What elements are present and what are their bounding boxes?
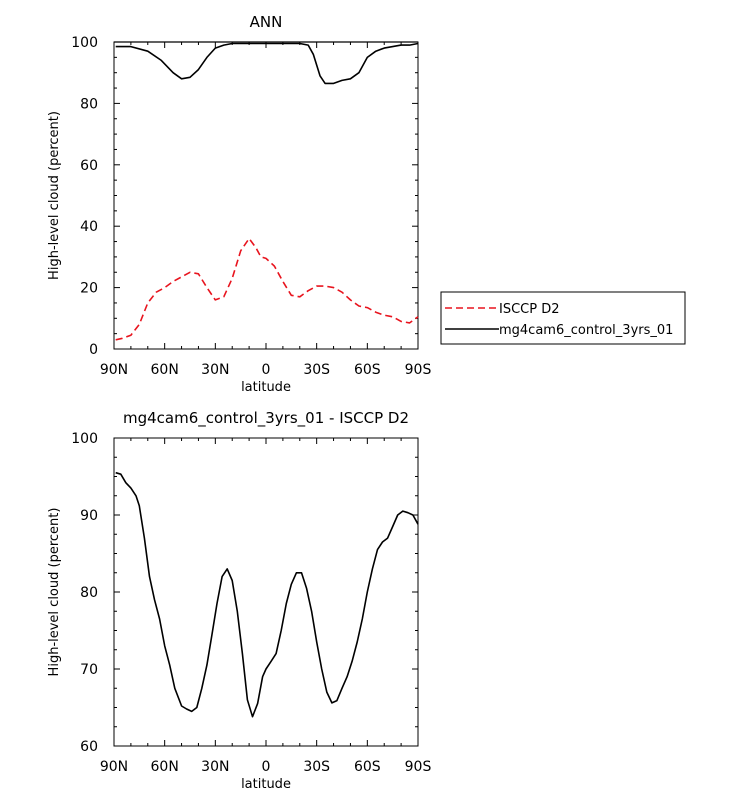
series-line-1 <box>115 237 419 341</box>
x-tick-label: 0 <box>262 759 271 775</box>
x-tick-label: 30S <box>303 362 330 378</box>
legend-box <box>440 291 686 345</box>
x-tick-label: 90N <box>100 759 128 775</box>
x-axis-label: latitude <box>241 777 291 792</box>
chart-panel-2: mg4cam6_control_3yrs_01 - ISCCP D2 90N 60N… <box>47 409 431 792</box>
y-tick-label: 80 <box>80 96 98 112</box>
x-tick-label: 60S <box>354 759 381 775</box>
plot-frame <box>113 437 419 747</box>
x-tick-label: 0 <box>262 362 271 378</box>
x-tick-label: 90S <box>405 759 432 775</box>
y-tick-label: 100 <box>71 35 98 51</box>
y-tick-label: 60 <box>80 739 98 755</box>
chart-title: mg4cam6_control_3yrs_01 - ISCCP D2 <box>123 409 409 428</box>
legend-label: ISCCP D2 <box>499 302 560 317</box>
y-axis-label: High-level cloud (percent) <box>47 508 62 677</box>
legend: ISCCP D2 mg4cam6_control_3yrs_01 <box>440 291 686 345</box>
x-tick-label: 60N <box>151 362 179 378</box>
chart-panel-1: ANN 90N 60N 30N 0 30S 60S 90S 0 20 40 60 80 100 latitu… <box>47 13 686 395</box>
x-tick-label: 60N <box>151 759 179 775</box>
y-tick-label: 20 <box>80 281 98 297</box>
x-tick-label: 30S <box>303 759 330 775</box>
legend-label: mg4cam6_control_3yrs_01 <box>499 323 673 338</box>
y-tick-label: 100 <box>71 431 98 447</box>
y-tick-label: 90 <box>80 508 98 524</box>
x-axis-label: latitude <box>241 380 291 395</box>
y-tick-label: 0 <box>89 342 98 358</box>
x-tick-label: 90S <box>405 362 432 378</box>
plot-frame <box>113 41 419 350</box>
x-tick-label: 30N <box>201 759 229 775</box>
x-tick-label: 90N <box>100 362 128 378</box>
series-line-2 <box>115 42 419 85</box>
y-tick-label: 80 <box>80 585 98 601</box>
chart-title: ANN <box>250 13 283 31</box>
series-line-1 <box>115 471 419 718</box>
x-tick-label: 30N <box>201 362 229 378</box>
y-tick-label: 60 <box>80 158 98 174</box>
y-tick-label: 70 <box>80 662 98 678</box>
y-tick-label: 40 <box>80 219 98 235</box>
x-tick-label: 60S <box>354 362 381 378</box>
y-axis-label: High-level cloud (percent) <box>47 111 62 280</box>
